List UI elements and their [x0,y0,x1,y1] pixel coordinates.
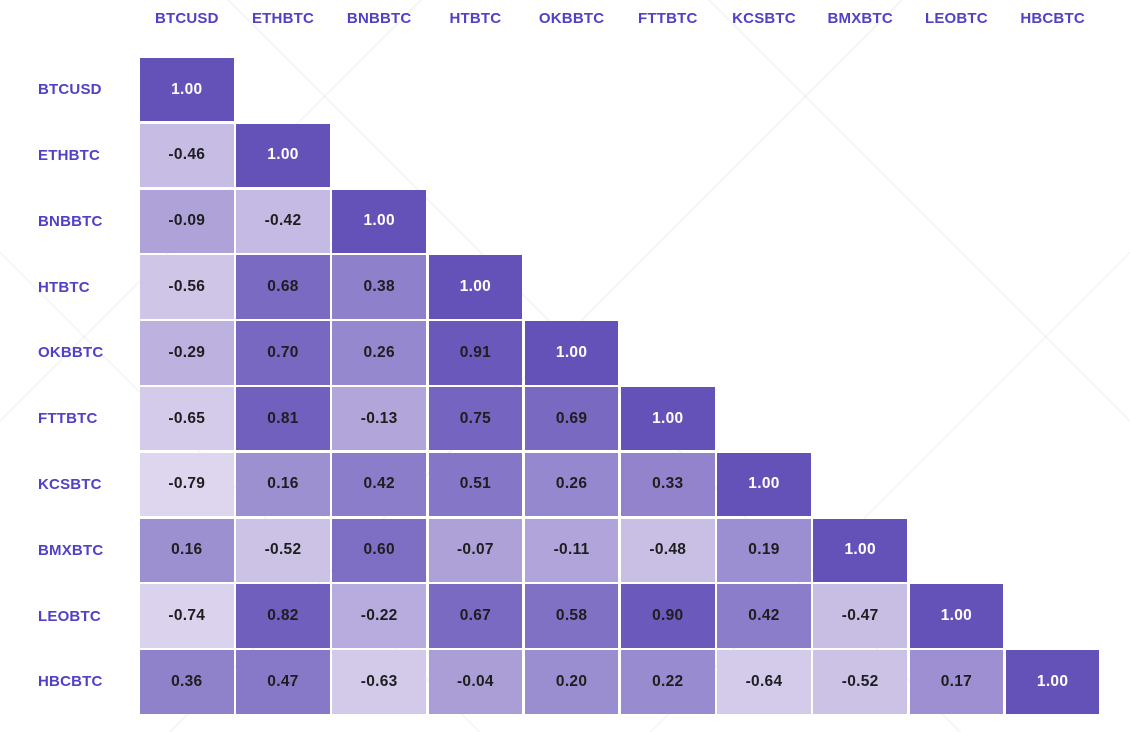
matrix-cell-hbcbtc-leobtc: 0.17 [909,650,1004,714]
matrix-cell-bnbbtc-bnbbtc: 1.00 [332,189,426,253]
matrix-cell-kcsbtc-okbbtc: 0.26 [524,452,619,517]
matrix-cell-hbcbtc-ethbtc: 0.47 [236,650,330,714]
row-header-hbcbtc: HBCBTC [38,673,103,691]
matrix-cell-leobtc-htbtc: 0.67 [428,584,523,648]
column-header-kcsbtc: KCSBTC [732,10,796,27]
matrix-cell-okbbtc-htbtc: 0.91 [428,321,523,385]
matrix-cell-htbtc-htbtc: 1.00 [428,255,523,319]
row-header-btcusd: BTCUSD [38,81,102,99]
matrix-cell-bmxbtc-fttbtc: -0.48 [621,518,715,582]
row-header-leobtc: LEOBTC [38,607,101,625]
matrix-cell-bmxbtc-htbtc: -0.07 [428,518,523,582]
column-header-bmxbtc: BMXBTC [827,10,893,27]
matrix-cell-okbbtc-okbbtc: 1.00 [524,321,619,385]
matrix-cell-leobtc-bnbbtc: -0.22 [332,584,426,648]
matrix-cell-fttbtc-btcusd: -0.65 [140,387,234,451]
matrix-cell-hbcbtc-kcsbtc: -0.64 [717,650,811,714]
matrix-cell-hbcbtc-btcusd: 0.36 [140,650,234,714]
column-header-leobtc: LEOBTC [924,10,988,27]
matrix-cell-hbcbtc-bnbbtc: -0.63 [332,650,426,714]
matrix-cell-bmxbtc-bnbbtc: 0.60 [332,518,426,582]
matrix-cell-fttbtc-okbbtc: 0.69 [524,387,619,451]
row-header-ethbtc: ETHBTC [38,146,101,164]
matrix-cell-hbcbtc-htbtc: -0.04 [428,650,523,714]
matrix-cell-bnbbtc-btcusd: -0.09 [140,189,234,253]
matrix-cell-btcusd-btcusd: 1.00 [140,58,234,122]
matrix-cell-kcsbtc-ethbtc: 0.16 [236,452,330,517]
matrix-cell-hbcbtc-okbbtc: 0.20 [524,650,619,714]
matrix-cell-leobtc-btcusd: -0.74 [140,584,234,648]
matrix-cell-fttbtc-ethbtc: 0.81 [236,387,330,451]
column-header-fttbtc: FTTBTC [638,10,698,27]
matrix-cell-kcsbtc-bnbbtc: 0.42 [332,452,426,517]
matrix-cell-fttbtc-fttbtc: 1.00 [621,387,715,451]
matrix-cell-htbtc-ethbtc: 0.68 [236,255,330,319]
matrix-cell-leobtc-fttbtc: 0.90 [621,584,715,648]
matrix-cell-hbcbtc-hbcbtc: 1.00 [1005,650,1100,714]
matrix-cell-fttbtc-bnbbtc: -0.13 [332,387,426,451]
matrix-cell-ethbtc-ethbtc: 1.00 [236,123,330,188]
matrix-cell-htbtc-bnbbtc: 0.38 [332,255,426,319]
column-header-ethbtc: ETHBTC [251,10,314,27]
matrix-cell-bmxbtc-bmxbtc: 1.00 [813,518,907,582]
row-header-bnbbtc: BNBBTC [38,212,103,230]
matrix-cell-kcsbtc-htbtc: 0.51 [428,452,523,517]
row-header-htbtc: HTBTC [38,278,90,296]
matrix-cell-bmxbtc-okbbtc: -0.11 [524,518,619,582]
column-header-okbbtc: OKBBTC [538,10,605,27]
matrix-cell-okbbtc-ethbtc: 0.70 [236,321,330,385]
matrix-cell-leobtc-ethbtc: 0.82 [236,584,330,648]
row-header-bmxbtc: BMXBTC [38,541,104,559]
row-header-fttbtc: FTTBTC [38,410,98,428]
row-header-okbbtc: OKBBTC [38,344,104,362]
matrix-cell-kcsbtc-btcusd: -0.79 [140,452,234,517]
matrix-cell-htbtc-btcusd: -0.56 [140,255,234,319]
matrix-cell-bnbbtc-ethbtc: -0.42 [236,189,330,253]
matrix-cell-kcsbtc-fttbtc: 0.33 [621,452,715,517]
matrix-cell-fttbtc-htbtc: 0.75 [428,387,523,451]
matrix-cell-ethbtc-btcusd: -0.46 [140,123,234,188]
matrix-cell-leobtc-okbbtc: 0.58 [524,584,619,648]
matrix-cell-leobtc-kcsbtc: 0.42 [717,584,811,648]
column-header-btcusd: BTCUSD [154,10,219,27]
matrix-cell-hbcbtc-bmxbtc: -0.52 [813,650,907,714]
matrix-cell-leobtc-leobtc: 1.00 [909,584,1004,648]
matrix-cell-bmxbtc-kcsbtc: 0.19 [717,518,811,582]
matrix-cell-hbcbtc-fttbtc: 0.22 [621,650,715,714]
matrix-cell-leobtc-bmxbtc: -0.47 [813,584,907,648]
column-header-hbcbtc: HBCBTC [1020,10,1085,27]
matrix-cell-kcsbtc-kcsbtc: 1.00 [717,452,811,517]
column-header-htbtc: HTBTC [449,10,502,27]
row-header-kcsbtc: KCSBTC [38,475,102,493]
matrix-cell-bmxbtc-btcusd: 0.16 [140,518,234,582]
matrix-cell-bmxbtc-ethbtc: -0.52 [236,518,330,582]
column-header-bnbbtc: BNBBTC [346,10,412,27]
matrix-cell-okbbtc-bnbbtc: 0.26 [332,321,426,385]
matrix-cell-okbbtc-btcusd: -0.29 [140,321,234,385]
